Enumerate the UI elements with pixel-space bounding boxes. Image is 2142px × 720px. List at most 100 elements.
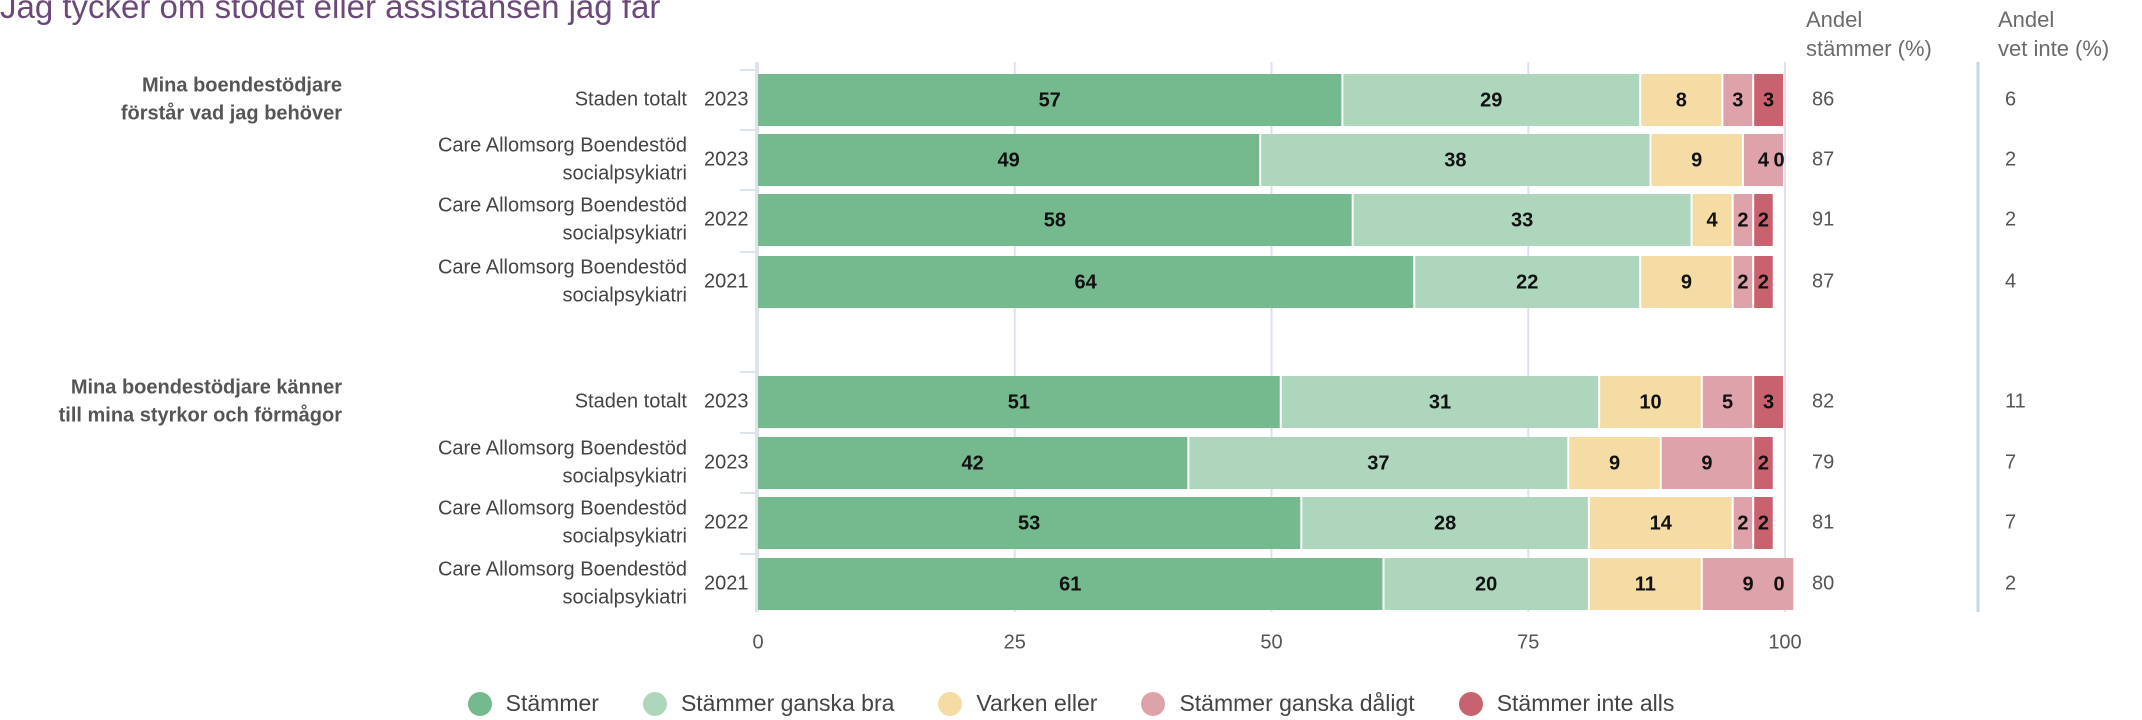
bar-segment bbox=[758, 194, 1352, 246]
bar-value-label: 33 bbox=[1511, 209, 1533, 231]
bar-value-label: 31 bbox=[1429, 391, 1451, 413]
legend-label: Stämmer ganska dåligt bbox=[1179, 690, 1415, 716]
row-label: Care Allomsorg Boendestöd bbox=[438, 497, 687, 519]
bar-segment bbox=[1723, 74, 1753, 126]
bar-segment bbox=[1569, 437, 1660, 489]
legend-item: Stämmer inte alls bbox=[1458, 690, 1675, 717]
bar-segment bbox=[1702, 558, 1794, 610]
bar-value-label: 61 bbox=[1059, 573, 1081, 595]
andel-vet-inte-value: 7 bbox=[2005, 451, 2016, 473]
bar-segment bbox=[1661, 437, 1753, 489]
bar-segment bbox=[1754, 194, 1773, 246]
bar-value-label: 57 bbox=[1039, 89, 1061, 111]
column-header-line: vet inte (%) bbox=[1998, 36, 2110, 61]
row-label: socialpsykiatri bbox=[563, 284, 687, 306]
legend-label: Stämmer bbox=[505, 690, 599, 716]
row-label: Care Allomsorg Boendestöd bbox=[438, 558, 687, 580]
legend-label: Varken eller bbox=[976, 690, 1098, 716]
column-header-line: Andel bbox=[1806, 7, 1863, 32]
bar-segment bbox=[1733, 194, 1753, 246]
bar-value-label: 51 bbox=[1008, 391, 1030, 413]
bar-segment bbox=[1692, 194, 1732, 246]
bar-segment bbox=[1281, 376, 1599, 428]
legend-item: Stämmer ganska dåligt bbox=[1141, 690, 1415, 717]
bar-segment bbox=[1733, 497, 1753, 549]
bar-segment bbox=[1754, 74, 1783, 126]
row-label: Care Allomsorg Boendestöd bbox=[438, 437, 687, 459]
bar-value-label: 2 bbox=[1758, 512, 1769, 534]
legend-item: Stämmer bbox=[467, 690, 599, 717]
bar-segment bbox=[758, 497, 1301, 549]
andel-vet-inte-value: 2 bbox=[2005, 148, 2016, 170]
andel-stammer-value: 79 bbox=[1812, 451, 1834, 473]
bar-value-label: 0 bbox=[1773, 149, 1784, 171]
bar-value-label: 9 bbox=[1701, 452, 1712, 474]
bar-segment bbox=[1261, 134, 1650, 186]
column-header-line: Andel bbox=[1998, 7, 2055, 32]
bar-segment bbox=[1754, 437, 1773, 489]
legend-swatch bbox=[1458, 691, 1483, 716]
bar-segment bbox=[1754, 497, 1773, 549]
bar-segment bbox=[1302, 497, 1588, 549]
row-year: 2023 bbox=[704, 451, 749, 473]
bar-segment bbox=[758, 74, 1342, 126]
row-label: Staden totalt bbox=[575, 390, 688, 412]
bar-value-label: 4 bbox=[1707, 209, 1719, 231]
andel-vet-inte-value: 2 bbox=[2005, 208, 2016, 230]
bar-segment bbox=[758, 437, 1188, 489]
andel-vet-inte-value: 2 bbox=[2005, 572, 2016, 594]
bar-segment bbox=[1743, 134, 1783, 186]
andel-vet-inte-value: 7 bbox=[2005, 511, 2016, 533]
bar-segment bbox=[1651, 134, 1742, 186]
bar-segment bbox=[1733, 256, 1753, 308]
row-year: 2022 bbox=[704, 208, 749, 230]
row-label: socialpsykiatri bbox=[563, 525, 687, 547]
andel-vet-inte-value: 6 bbox=[2005, 88, 2016, 110]
bar-segment bbox=[1384, 558, 1588, 610]
legend-swatch bbox=[642, 691, 667, 716]
row-year: 2023 bbox=[704, 390, 749, 412]
x-tick-label: 25 bbox=[1004, 631, 1026, 653]
legend-label: Stämmer ganska bra bbox=[680, 690, 895, 716]
x-tick-label: 75 bbox=[1517, 631, 1539, 653]
row-label: Care Allomsorg Boendestöd bbox=[438, 134, 687, 156]
legend-label: Stämmer inte alls bbox=[1496, 690, 1675, 716]
andel-stammer-value: 87 bbox=[1812, 148, 1834, 170]
bar-value-label: 2 bbox=[1758, 452, 1769, 474]
x-tick-label: 0 bbox=[752, 631, 763, 653]
bar-segment bbox=[1754, 256, 1773, 308]
bar-segment bbox=[1415, 256, 1640, 308]
row-year: 2023 bbox=[704, 88, 749, 110]
bar-segment bbox=[1754, 376, 1783, 428]
bar-value-label: 14 bbox=[1650, 512, 1673, 534]
bar-value-label: 3 bbox=[1763, 89, 1774, 111]
bar-segment bbox=[1589, 497, 1732, 549]
bar-value-label: 64 bbox=[1075, 271, 1098, 293]
andel-stammer-value: 86 bbox=[1812, 88, 1834, 110]
bar-value-label: 29 bbox=[1480, 89, 1502, 111]
legend-swatch bbox=[467, 691, 492, 716]
question-label: till mina styrkor och förmågor bbox=[59, 403, 343, 426]
bar-value-label: 2 bbox=[1758, 209, 1769, 231]
question-label: Mina boendestödjare bbox=[142, 74, 342, 96]
bar-value-label: 10 bbox=[1639, 391, 1661, 413]
andel-stammer-value: 80 bbox=[1812, 572, 1834, 594]
bar-value-label: 53 bbox=[1018, 512, 1040, 534]
chart-title: Jag tycker om stödet eller assistansen j… bbox=[0, 0, 661, 25]
legend-item: Varken eller bbox=[938, 690, 1097, 717]
column-header-andel-stammer: Andel stämmer (%) bbox=[1806, 5, 1932, 63]
bar-segment bbox=[1589, 558, 1701, 610]
bar-value-label: 9 bbox=[1691, 149, 1702, 171]
andel-vet-inte-value: 4 bbox=[2005, 270, 2016, 292]
bar-value-label: 9 bbox=[1609, 452, 1620, 474]
column-header-andel-vet-inte: Andel vet inte (%) bbox=[1998, 5, 2109, 63]
bar-segment bbox=[1189, 437, 1568, 489]
bar-value-label: 20 bbox=[1475, 573, 1497, 595]
bar-segment bbox=[1600, 376, 1701, 428]
row-year: 2022 bbox=[704, 511, 749, 533]
bar-value-label: 9 bbox=[1742, 573, 1753, 595]
column-header-line: stämmer (%) bbox=[1806, 36, 1932, 61]
x-tick-label: 50 bbox=[1260, 631, 1282, 653]
bar-value-label: 28 bbox=[1434, 512, 1456, 534]
